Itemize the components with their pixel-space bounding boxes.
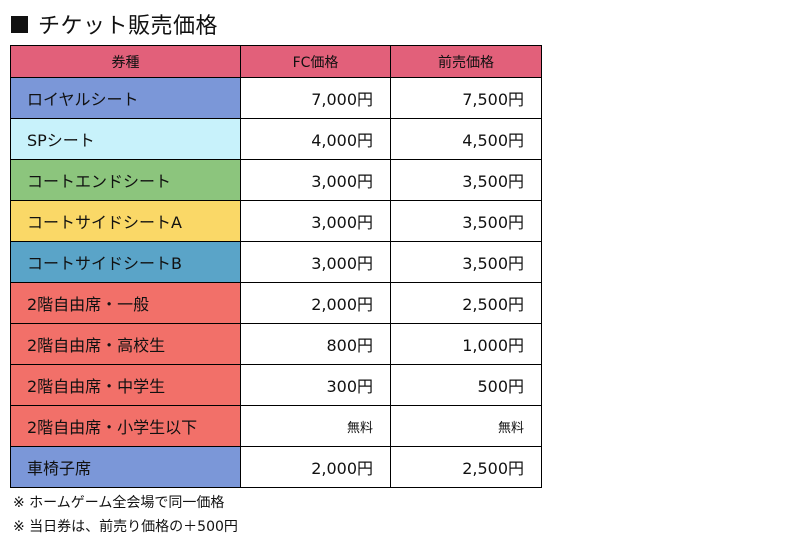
fc-price-cell: 3,000円 — [240, 241, 391, 283]
header-ticket-type: 券種 — [10, 45, 241, 78]
square-bullet-icon — [11, 15, 28, 33]
advance-price-cell: 3,500円 — [390, 200, 542, 242]
page-title-text: チケット販売価格 — [38, 14, 219, 39]
fc-price-cell: 4,000円 — [240, 118, 391, 160]
notes: ※ ホームゲーム全会場で同一価格 ※ 当日券は、前売り価格の＋500円 — [13, 491, 238, 539]
ticket-type-cell: コートエンドシート — [10, 159, 241, 201]
header-advance-price: 前売価格 — [390, 45, 542, 78]
advance-price-cell: 3,500円 — [390, 159, 542, 201]
table-row: コートサイドシートB 3,000円 3,500円 — [10, 241, 542, 283]
fc-price-cell: 300円 — [240, 364, 391, 406]
table-row: コートサイドシートA 3,000円 3,500円 — [10, 200, 542, 242]
advance-price-cell: 4,500円 — [390, 118, 542, 160]
note-same-day-ticket: ※ 当日券は、前売り価格の＋500円 — [13, 519, 238, 535]
advance-price-cell: 無料 — [390, 405, 542, 447]
ticket-type-cell: 2階自由席・高校生 — [10, 323, 241, 365]
ticket-type-cell: ロイヤルシート — [10, 77, 241, 119]
ticket-price-table: 券種 FC価格 前売価格 ロイヤルシート 7,000円 7,500円 SPシート 4,0… — [10, 45, 542, 488]
ticket-type-cell: 2階自由席・小学生以下 — [10, 405, 241, 447]
table-row: 2階自由席・中学生 300円 500円 — [10, 364, 542, 406]
advance-price-cell: 2,500円 — [390, 282, 542, 324]
note-same-price: ※ ホームゲーム全会場で同一価格 — [13, 495, 225, 511]
header-fc-price: FC価格 — [240, 45, 391, 78]
advance-price-cell: 500円 — [390, 364, 542, 406]
ticket-type-cell: 2階自由席・中学生 — [10, 364, 241, 406]
table-header-row: 券種 FC価格 前売価格 — [10, 45, 542, 78]
ticket-type-cell: 車椅子席 — [10, 446, 241, 488]
fc-price-cell: 2,000円 — [240, 446, 391, 488]
ticket-type-cell: SPシート — [10, 118, 241, 160]
fc-price-cell: 3,000円 — [240, 200, 391, 242]
table-row: SPシート 4,000円 4,500円 — [10, 118, 542, 160]
table-row: コートエンドシート 3,000円 3,500円 — [10, 159, 542, 201]
page-title: チケット販売価格 — [11, 8, 218, 40]
advance-price-cell: 7,500円 — [390, 77, 542, 119]
fc-price-cell: 3,000円 — [240, 159, 391, 201]
ticket-type-cell: コートサイドシートB — [10, 241, 241, 283]
table-row: 2階自由席・高校生 800円 1,000円 — [10, 323, 542, 365]
fc-price-cell: 2,000円 — [240, 282, 391, 324]
advance-price-cell: 3,500円 — [390, 241, 542, 283]
fc-price-cell: 無料 — [240, 405, 391, 447]
table-row: 車椅子席 2,000円 2,500円 — [10, 446, 542, 488]
advance-price-cell: 1,000円 — [390, 323, 542, 365]
ticket-type-cell: 2階自由席・一般 — [10, 282, 241, 324]
fc-price-cell: 7,000円 — [240, 77, 391, 119]
table-row: 2階自由席・小学生以下 無料 無料 — [10, 405, 542, 447]
table-row: 2階自由席・一般 2,000円 2,500円 — [10, 282, 542, 324]
ticket-type-cell: コートサイドシートA — [10, 200, 241, 242]
fc-price-cell: 800円 — [240, 323, 391, 365]
table-row: ロイヤルシート 7,000円 7,500円 — [10, 77, 542, 119]
advance-price-cell: 2,500円 — [390, 446, 542, 488]
